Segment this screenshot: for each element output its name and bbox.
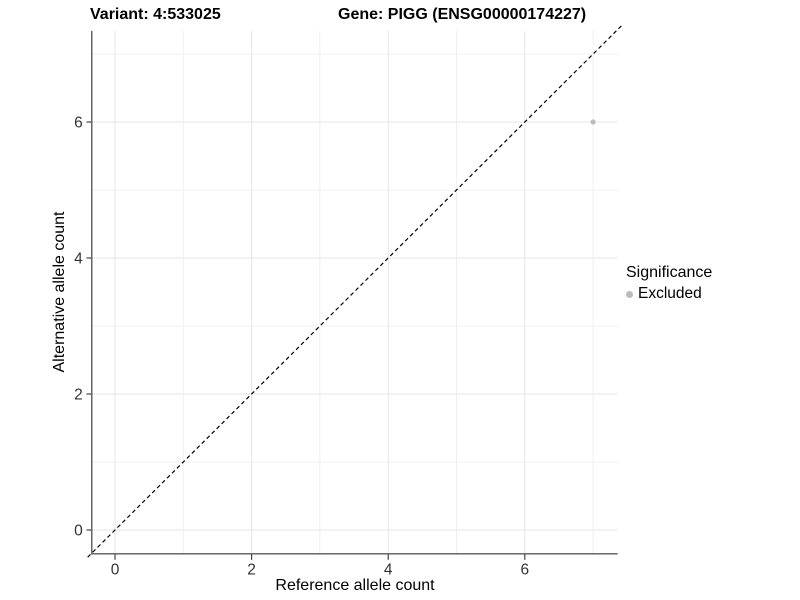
y-tick-label: 0 [74, 523, 83, 540]
legend-entry-label: Excluded [638, 285, 702, 302]
x-tick-label: 0 [111, 561, 120, 578]
plot-title-variant: Variant: 4:533025 [90, 6, 221, 23]
x-tick-label: 6 [520, 561, 529, 578]
legend-key-point-icon [626, 290, 633, 298]
legend-entry-excluded: Excluded [626, 285, 712, 303]
plot-title-gene: Gene: PIGG (ENSG00000174227) [338, 6, 587, 23]
y-tick-label: 6 [74, 115, 83, 132]
data-point [590, 119, 596, 125]
x-axis-title: Reference allele count [275, 577, 435, 594]
x-tick-label: 2 [247, 561, 256, 578]
legend-title: Significance [626, 264, 713, 281]
x-tick-label: 4 [384, 561, 393, 578]
identity-reference-line [87, 23, 624, 558]
y-tick-label: 2 [74, 387, 83, 404]
legend: Significance Excluded [626, 264, 712, 303]
y-axis-title: Alternative allele count [51, 211, 68, 373]
y-tick-label: 4 [74, 251, 83, 268]
